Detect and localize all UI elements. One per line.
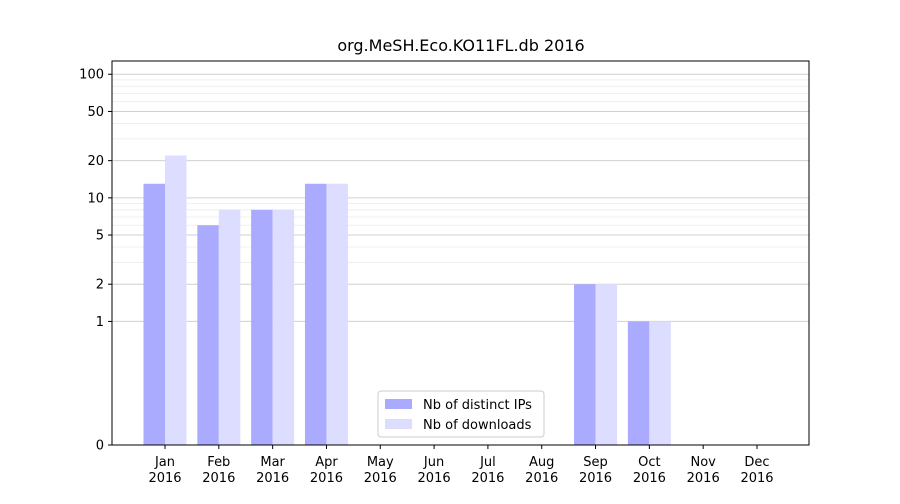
x-tick-label: Mar 2016 [256, 455, 289, 486]
x-tick-label: Aug 2016 [525, 455, 558, 486]
x-tick-label: Nov 2016 [687, 455, 720, 486]
x-tick-label: Apr 2016 [310, 455, 343, 486]
y-tick-label: 1 [96, 315, 104, 330]
y-tick-label: 2 [96, 278, 104, 293]
legend-box [377, 390, 545, 438]
legend-swatch [385, 419, 412, 429]
bar [574, 284, 596, 445]
bars [143, 155, 671, 445]
y-tick-label: 50 [87, 105, 104, 120]
x-tick-label: Jun 2016 [418, 455, 451, 486]
bar [272, 209, 295, 445]
y-axis: 0 1 2 5 10 20 50 100 [79, 68, 112, 454]
bar [627, 321, 650, 445]
bar [595, 284, 618, 445]
y-tick-label: 20 [87, 154, 104, 169]
bar [251, 209, 273, 445]
y-tick-label: 100 [79, 68, 104, 83]
x-tick-label: Feb 2016 [202, 455, 235, 486]
y-tick-label: 0 [96, 439, 104, 454]
x-tick-label: Sep 2016 [579, 455, 612, 486]
x-tick-label: May 2016 [364, 455, 397, 486]
legend-swatch [385, 399, 412, 409]
bar [304, 183, 327, 445]
x-tick-label: Jan 2016 [148, 455, 181, 486]
bar [197, 225, 219, 445]
bar [649, 321, 671, 445]
chart-title: org.MeSH.Eco.KO11FL.db 2016 [337, 36, 584, 55]
y-tick-label: 10 [87, 191, 104, 206]
x-axis: Jan 2016 Feb 2016 Mar 2016 Apr 2016 May 2016 Jun 20… [148, 445, 774, 486]
legend-label: Nb of distinct IPs [423, 398, 532, 413]
x-tick-label: Oct 2016 [633, 455, 666, 486]
plot-frame [111, 60, 810, 446]
x-tick-label: Jul 2016 [471, 455, 504, 486]
bar [143, 183, 165, 445]
bar [326, 183, 348, 445]
grid [112, 73, 809, 322]
y-tick-label: 5 [96, 229, 104, 244]
x-tick-label: Dec 2016 [740, 455, 773, 486]
legend-label: Nb of downloads [423, 418, 532, 433]
legend: Nb of distinct IPs Nb of downloads [377, 390, 545, 438]
bar [218, 209, 241, 445]
bar [165, 155, 187, 445]
